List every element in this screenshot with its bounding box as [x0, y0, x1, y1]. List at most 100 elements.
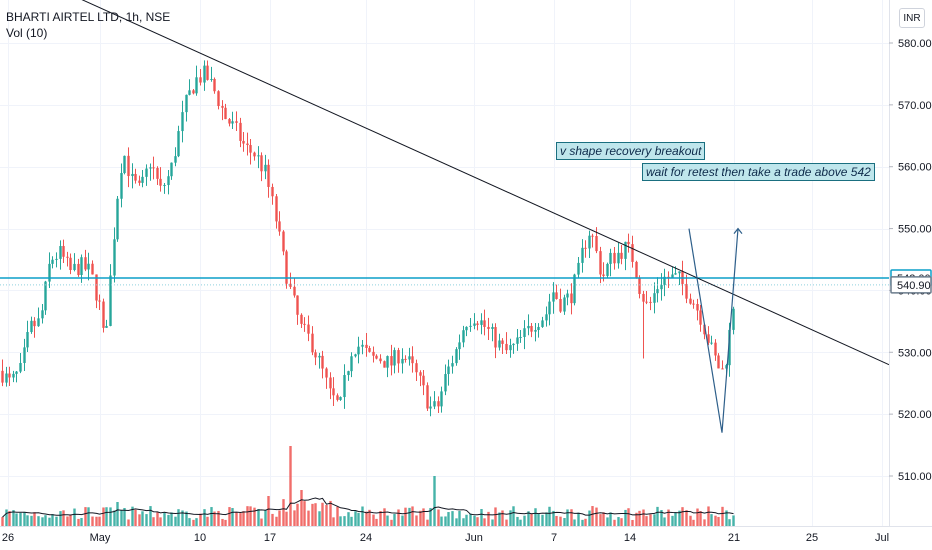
candle-body-127: [458, 342, 461, 350]
candle-body-57: [206, 65, 209, 80]
volume-bar-179: [645, 516, 648, 526]
candle-body-98: [354, 354, 357, 357]
grid: [0, 0, 889, 526]
candle-body-174: [627, 241, 630, 245]
volume-bar-26: [95, 516, 98, 526]
candle-body-176: [635, 261, 638, 278]
annotation-v-shape[interactable]: v shape recovery breakout: [556, 142, 706, 160]
candle-body-148: [534, 330, 537, 332]
candle-body-45: [163, 185, 166, 187]
volume-bar-99: [357, 512, 360, 526]
volume-bar-24: [87, 507, 90, 526]
candle-body-74: [267, 164, 270, 187]
volume-bar-166: [599, 514, 602, 526]
volume-bar-76: [275, 516, 278, 526]
volume-bar-107: [386, 515, 389, 526]
volume-bar-150: [541, 514, 544, 526]
volume-bar-129: [465, 514, 468, 526]
volume-bar-73: [264, 510, 267, 526]
time-tick-label-10: Jul: [875, 532, 889, 544]
candle-body-83: [300, 314, 303, 324]
volume-bar-17: [62, 510, 65, 526]
volume-bar-28: [102, 507, 105, 526]
time-tick-label-2: 10: [194, 532, 206, 544]
volume-bar-111: [401, 515, 404, 526]
volume-bar-57: [206, 516, 209, 526]
candle-body-37: [134, 173, 137, 181]
volume-bar-128: [462, 518, 465, 526]
time-tick-label-5: Jun: [465, 532, 483, 544]
volume-bar-187: [674, 512, 677, 526]
candle-body-107: [386, 356, 389, 368]
candle-body-90: [325, 368, 328, 378]
candle-body-200: [721, 368, 724, 370]
volume-bar-180: [649, 514, 652, 526]
symbol-title[interactable]: BHARTI AIRTEL LTD, 1h, NSE: [6, 10, 171, 24]
volume-bar-9: [33, 512, 36, 526]
volume-bar-184: [663, 517, 666, 526]
volume-bar-71: [257, 508, 260, 526]
volume-bar-172: [620, 518, 623, 526]
candle-body-84: [303, 323, 306, 325]
time-tick-label-6: 7: [551, 532, 557, 544]
volume-bar-118: [426, 519, 429, 526]
price-axis[interactable]: 510.00520.00530.00540.00550.00560.00570.…: [889, 38, 932, 483]
candle-body-172: [620, 252, 623, 259]
candle-body-131: [473, 323, 476, 326]
candle-body-197: [710, 342, 713, 344]
candle-body-137: [494, 327, 497, 348]
volume-bar-15: [55, 516, 58, 526]
candle-body-94: [339, 397, 342, 400]
volume-moving-average: [2, 497, 734, 518]
candle-body-80: [289, 283, 292, 287]
candle-body-34: [123, 155, 126, 174]
candle-body-89: [321, 355, 324, 369]
volume-bar-137: [494, 507, 497, 526]
volume-bar-84: [303, 501, 306, 526]
candle-body-30: [109, 275, 112, 326]
volume-bar-185: [667, 509, 670, 526]
volume-bar-183: [660, 510, 663, 526]
volume-bar-54: [195, 518, 198, 526]
candle-body-49: [177, 131, 180, 157]
candle-body-151: [545, 314, 548, 321]
volume-bar-46: [167, 514, 170, 526]
volume-bar-132: [476, 517, 479, 526]
volume-bar-53: [192, 519, 195, 526]
candle-body-171: [617, 252, 620, 264]
volume-bar-95: [343, 516, 346, 526]
volume-bar-102: [368, 509, 371, 526]
candle-body-0: [1, 370, 4, 383]
candle-body-202: [728, 329, 731, 366]
volume-bar-0: [1, 517, 4, 526]
volume-bar-6: [23, 511, 26, 526]
volume-bar-60: [217, 510, 220, 526]
volume-bar-50: [181, 510, 184, 526]
candle-body-1: [5, 373, 8, 383]
candle-body-158: [570, 293, 573, 304]
candle-body-155: [559, 299, 562, 312]
time-axis[interactable]: 26 May 10 17 24 Jun 7 14 21 25 Jul: [2, 532, 889, 544]
candle-body-82: [296, 295, 299, 315]
volume-bar-40: [145, 514, 148, 526]
candle-body-22: [80, 257, 83, 276]
volume-bar-72: [260, 518, 263, 526]
candle-body-113: [408, 356, 411, 360]
candle-body-102: [368, 348, 371, 352]
volume-indicator-label[interactable]: Vol (10): [6, 26, 48, 40]
volume-bar-38: [138, 514, 141, 526]
time-tick-label-9: 25: [806, 532, 818, 544]
volume-bar-1: [5, 509, 8, 526]
candle-body-120: [433, 401, 436, 407]
annotation-retest[interactable]: wait for retest then take a trade above …: [642, 163, 875, 181]
volume-bar-19: [69, 514, 72, 526]
candlesticks: [1, 60, 735, 417]
volume-bar-157: [566, 509, 569, 526]
currency-button[interactable]: INR: [899, 8, 925, 28]
price-levels: [0, 277, 889, 286]
candle-body-154: [555, 292, 558, 300]
candle-body-70: [253, 152, 256, 157]
volume-bar-106: [383, 508, 386, 526]
volume-bar-191: [689, 515, 692, 526]
